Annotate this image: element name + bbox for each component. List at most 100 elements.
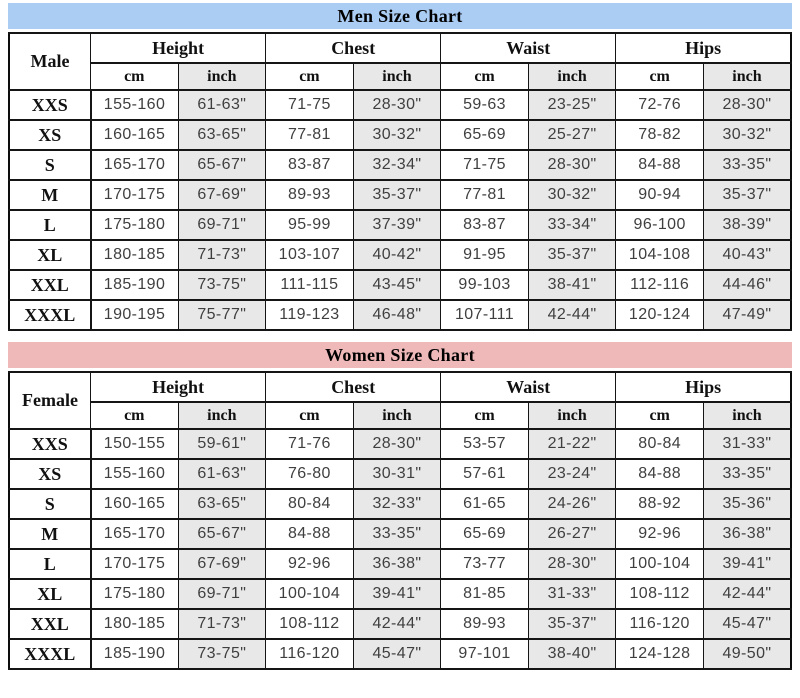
size-label: XL bbox=[8, 239, 92, 271]
cm-value: 150-155 bbox=[90, 428, 179, 460]
unit-header-inch: inch bbox=[527, 62, 617, 91]
inch-value: 46-48" bbox=[352, 299, 442, 331]
cm-value: 92-96 bbox=[265, 548, 354, 580]
inch-value: 39-41" bbox=[702, 548, 792, 580]
size-label: XS bbox=[8, 458, 92, 490]
inch-value: 32-33" bbox=[352, 488, 442, 520]
inch-value: 61-63" bbox=[177, 89, 267, 121]
inch-value: 73-75" bbox=[177, 638, 267, 670]
inch-value: 28-30" bbox=[527, 548, 617, 580]
size-label: XXS bbox=[8, 428, 92, 460]
cm-value: 116-120 bbox=[615, 608, 704, 640]
men-chart-title-bar: Men Size Chart bbox=[8, 3, 792, 29]
cm-value: 185-190 bbox=[90, 269, 179, 301]
inch-value: 30-32" bbox=[527, 179, 617, 211]
size-row-m: M 170-175 67-69" 89-93 35-37" 77-81 30-32" 90-9… bbox=[8, 179, 792, 211]
cm-value: 108-112 bbox=[615, 578, 704, 610]
cm-value: 120-124 bbox=[615, 299, 704, 331]
size-label: XL bbox=[8, 578, 92, 610]
size-label: XXL bbox=[8, 608, 92, 640]
unit-header-cm: cm bbox=[440, 401, 529, 430]
inch-value: 69-71" bbox=[177, 578, 267, 610]
cm-value: 80-84 bbox=[615, 428, 704, 460]
cm-value: 73-77 bbox=[440, 548, 529, 580]
cm-value: 95-99 bbox=[265, 209, 354, 241]
size-row-l: L 175-180 69-71" 95-99 37-39" 83-87 33-34" 96-1… bbox=[8, 209, 792, 241]
inch-value: 26-27" bbox=[527, 518, 617, 550]
inch-value: 35-37" bbox=[352, 179, 442, 211]
inch-value: 45-47" bbox=[352, 638, 442, 670]
cm-value: 65-69 bbox=[440, 119, 529, 151]
inch-value: 39-41" bbox=[352, 578, 442, 610]
size-row-s: S 160-165 63-65" 80-84 32-33" 61-65 24-26" 88-9… bbox=[8, 488, 792, 520]
women-group-header-row: Female Height Chest Waist Hips bbox=[8, 371, 792, 430]
men-size-chart-section: Men Size Chart Male Height Chest Waist H… bbox=[8, 3, 792, 331]
inch-value: 69-71" bbox=[177, 209, 267, 241]
size-label: XXL bbox=[8, 269, 92, 301]
men-chart-title: Men Size Chart bbox=[337, 5, 463, 26]
men-size-table: Male Height Chest Waist Hips cm inch cm inc… bbox=[8, 32, 792, 331]
inch-value: 33-35" bbox=[702, 458, 792, 490]
unit-header-cm: cm bbox=[265, 62, 354, 91]
size-row-m: M 165-170 65-67" 84-88 33-35" 65-69 26-27" 92-9… bbox=[8, 518, 792, 550]
size-label: M bbox=[8, 179, 92, 211]
unit-header-inch: inch bbox=[177, 62, 267, 91]
inch-value: 28-30" bbox=[702, 89, 792, 121]
cm-value: 57-61 bbox=[440, 458, 529, 490]
inch-value: 31-33" bbox=[702, 428, 792, 460]
size-row-l: L 170-175 67-69" 92-96 36-38" 73-77 28-30" 100-… bbox=[8, 548, 792, 580]
size-row-xl: XL 175-180 69-71" 100-104 39-41" 81-85 31-33" 1… bbox=[8, 578, 792, 610]
women-size-chart-section: Women Size Chart Female Height Chest Wai… bbox=[8, 342, 792, 670]
unit-header-inch: inch bbox=[352, 62, 442, 91]
cm-value: 84-88 bbox=[615, 149, 704, 181]
cm-value: 89-93 bbox=[265, 179, 354, 211]
women-chart-title: Women Size Chart bbox=[325, 344, 475, 365]
cm-value: 91-95 bbox=[440, 239, 529, 271]
size-row-xxl: XXL 180-185 71-73" 108-112 42-44" 89-93 35-37"… bbox=[8, 608, 792, 640]
inch-value: 33-35" bbox=[702, 149, 792, 181]
unit-header-inch: inch bbox=[702, 62, 792, 91]
cm-value: 185-190 bbox=[90, 638, 179, 670]
cm-value: 61-65 bbox=[440, 488, 529, 520]
cm-value: 92-96 bbox=[615, 518, 704, 550]
size-row-xl: XL 180-185 71-73" 103-107 40-42" 91-95 35-37" 1… bbox=[8, 239, 792, 271]
unit-header-inch: inch bbox=[527, 401, 617, 430]
inch-value: 30-32" bbox=[352, 119, 442, 151]
size-row-xxs: XXS 155-160 61-63" 71-75 28-30" 59-63 23-25" 72… bbox=[8, 89, 792, 121]
inch-value: 25-27" bbox=[527, 119, 617, 151]
inch-value: 73-75" bbox=[177, 269, 267, 301]
women-label-header: Female bbox=[8, 371, 91, 430]
unit-header-cm: cm bbox=[90, 62, 179, 91]
size-row-xs: XS 160-165 63-65" 77-81 30-32" 65-69 25-27" 78-… bbox=[8, 119, 792, 151]
men-group-height: Height bbox=[89, 32, 267, 64]
size-row-xs: XS 155-160 61-63" 76-80 30-31" 57-61 23-24" 84-… bbox=[8, 458, 792, 490]
inch-value: 67-69" bbox=[177, 179, 267, 211]
cm-value: 99-103 bbox=[440, 269, 529, 301]
men-group-chest: Chest bbox=[265, 32, 442, 64]
cm-value: 76-80 bbox=[265, 458, 354, 490]
women-group-hips: Hips bbox=[615, 371, 792, 403]
cm-value: 80-84 bbox=[265, 488, 354, 520]
cm-value: 77-81 bbox=[440, 179, 529, 211]
inch-value: 23-25" bbox=[527, 89, 617, 121]
men-group-hips: Hips bbox=[615, 32, 792, 64]
cm-value: 112-116 bbox=[615, 269, 704, 301]
cm-value: 108-112 bbox=[265, 608, 354, 640]
size-label: S bbox=[8, 149, 92, 181]
inch-value: 49-50" bbox=[702, 638, 792, 670]
cm-value: 175-180 bbox=[90, 578, 179, 610]
cm-value: 81-85 bbox=[440, 578, 529, 610]
cm-value: 83-87 bbox=[265, 149, 354, 181]
cm-value: 165-170 bbox=[90, 149, 179, 181]
men-group-header-row: Male Height Chest Waist Hips bbox=[8, 32, 792, 91]
unit-header-cm: cm bbox=[615, 62, 704, 91]
inch-value: 40-42" bbox=[352, 239, 442, 271]
women-size-table: Female Height Chest Waist Hips cm inch cm i… bbox=[8, 371, 792, 670]
inch-value: 75-77" bbox=[177, 299, 267, 331]
inch-value: 42-44" bbox=[352, 608, 442, 640]
size-row-xxl: XXL 185-190 73-75" 111-115 43-45" 99-103 38-41… bbox=[8, 269, 792, 301]
cm-value: 119-123 bbox=[265, 299, 354, 331]
size-label: S bbox=[8, 488, 92, 520]
cm-value: 104-108 bbox=[615, 239, 704, 271]
inch-value: 67-69" bbox=[177, 548, 267, 580]
